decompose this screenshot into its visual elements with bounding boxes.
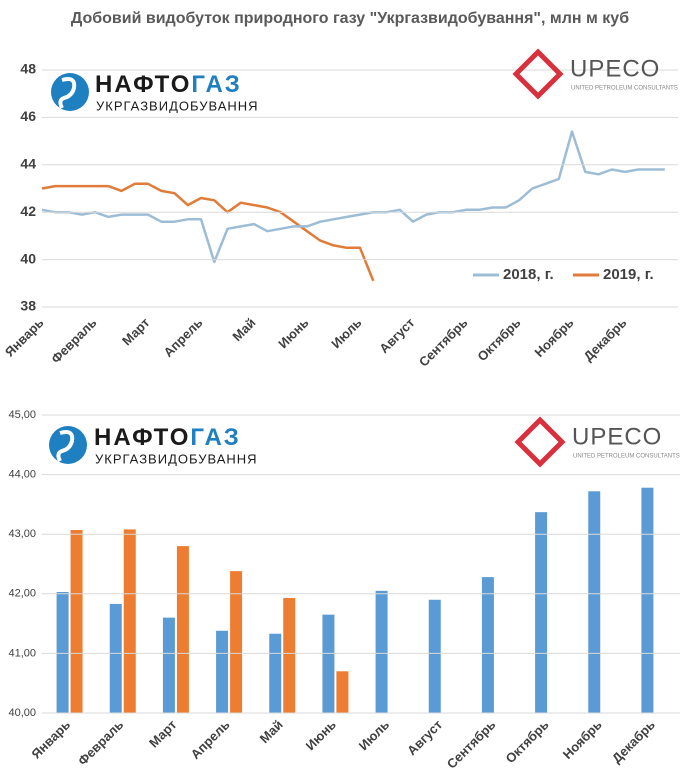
logo-icon — [56, 430, 75, 462]
bar — [176, 546, 189, 713]
logo-subtext: UNITED PETROLEUM CONSULTANTS — [573, 454, 680, 460]
x-tick-label: Апрель — [161, 315, 206, 360]
bar — [123, 529, 136, 713]
x-tick-label: Январь — [2, 315, 47, 360]
bar — [230, 571, 243, 713]
logo-text: НАФТОГАЗ — [95, 71, 242, 98]
chart-title: Добовий видобуток природного газу "Укрга… — [70, 10, 630, 27]
data-line — [41, 182, 375, 282]
naftogaz-logo: НАФТОГАЗ УКРГАЗВИДОБУВАННЯ — [49, 424, 258, 466]
logo-subtext: UNITED PETROLEUM CONSULTANTS — [571, 86, 678, 92]
x-tick-label: Октябрь — [502, 717, 551, 766]
logo-text: НАФТО — [94, 424, 190, 451]
x-tick-label: Декабрь — [581, 315, 630, 364]
y-tick-label: 40,00 — [8, 707, 36, 719]
x-tick-label: Май — [229, 315, 258, 344]
upeco-logo: UPECO UNITED PETROLEUM CONSULTANTS — [512, 48, 678, 100]
logo-subtext: УКРГАЗВИДОБУВАННЯ — [96, 98, 259, 113]
logo-text: НАФТОГАЗ — [94, 424, 241, 451]
x-tick-label: Июль — [328, 315, 364, 351]
bar — [216, 630, 229, 713]
logo-subtext: УКРГАЗВИДОБУВАННЯ — [95, 451, 258, 466]
logo-text: UPECO — [570, 55, 660, 82]
bar — [269, 633, 282, 713]
x-tick-label: Март — [146, 717, 179, 750]
x-tick-label: Август — [376, 315, 417, 356]
y-tick-label: 48 — [20, 61, 36, 77]
y-tick-label: 44 — [20, 156, 36, 172]
x-tick-label: Февраль — [75, 717, 126, 768]
logo-icon — [512, 48, 564, 100]
x-tick-label: Декабрь — [609, 717, 658, 766]
bar — [375, 590, 388, 713]
bar — [70, 530, 83, 713]
bar — [535, 512, 548, 713]
bar — [641, 487, 654, 713]
bar — [481, 577, 494, 713]
y-tick-label: 43,00 — [8, 528, 36, 540]
x-tick-label: Июль — [356, 717, 392, 753]
logo-icon — [58, 77, 77, 109]
x-tick-label: Январь — [28, 717, 73, 762]
bar — [336, 671, 349, 713]
y-tick-label: 46 — [20, 108, 36, 124]
bar — [322, 614, 335, 713]
y-tick-label: 38 — [20, 298, 36, 314]
upeco-logo: UPECO UNITED PETROLEUM CONSULTANTS — [514, 416, 680, 468]
x-tick-label: Май — [257, 717, 286, 746]
bar — [56, 592, 69, 713]
bar — [109, 603, 122, 713]
bar — [428, 599, 441, 713]
bar — [162, 617, 175, 713]
x-tick-label: Июнь — [303, 717, 339, 753]
x-tick-label: Февраль — [48, 315, 99, 366]
y-tick-label: 41,00 — [8, 647, 36, 659]
bar — [283, 597, 296, 713]
logo-text: ГАЗ — [191, 71, 241, 98]
legend-label: 2018, г. — [503, 266, 554, 283]
logo-text: UPECO — [572, 423, 662, 450]
x-tick-label: Август — [404, 717, 445, 758]
x-tick-label: Ноябрь — [531, 315, 576, 360]
y-tick-label: 45,00 — [8, 409, 36, 421]
y-tick-label: 44,00 — [8, 469, 36, 481]
logo-text: НАФТО — [95, 71, 191, 98]
y-tick-label: 42 — [20, 203, 36, 219]
bar — [588, 491, 601, 713]
logo-icon — [514, 416, 566, 468]
x-tick-label: Июнь — [275, 315, 311, 351]
x-tick-label: Сентябрь — [416, 315, 471, 370]
x-tick-label: Сентябрь — [444, 717, 499, 772]
data-line — [41, 130, 665, 264]
x-tick-label: Апрель — [188, 717, 233, 762]
x-tick-label: Ноябрь — [560, 717, 605, 762]
x-tick-label: Март — [119, 315, 152, 348]
legend-label: 2019, г. — [603, 266, 654, 283]
naftogaz-logo: НАФТОГАЗ УКРГАЗВИДОБУВАННЯ — [51, 71, 259, 113]
x-tick-label: Октябрь — [474, 315, 523, 364]
y-tick-label: 42,00 — [8, 588, 36, 600]
logo-text: ГАЗ — [190, 424, 240, 451]
y-tick-label: 40 — [20, 250, 36, 266]
